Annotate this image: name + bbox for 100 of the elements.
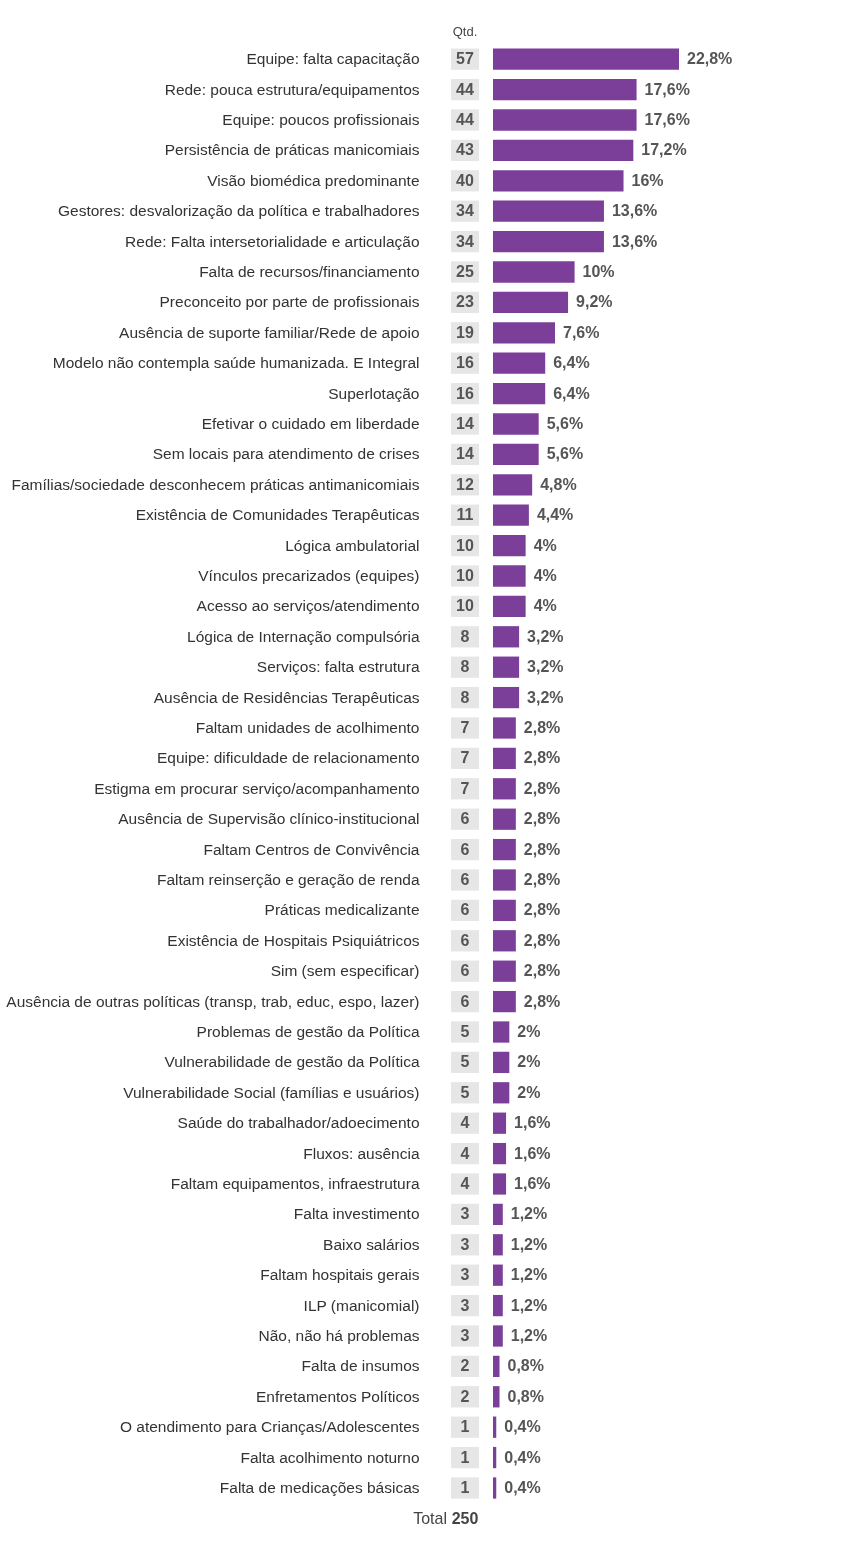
- y-tick-label: Práticas medicalizante: [264, 901, 420, 919]
- data-label: 5,6%: [546, 415, 584, 432]
- y-tick-label: Equipe: poucos profissionais: [222, 111, 420, 128]
- text: 6: [460, 810, 470, 828]
- y-tick-label: Ausência de Supervisão clínico-institucional: [118, 810, 420, 828]
- text: 3: [460, 1266, 470, 1284]
- text: 43: [456, 141, 474, 159]
- data-label: 2%: [517, 1083, 541, 1101]
- data-label: 1,2%: [510, 1205, 548, 1223]
- bar: [493, 869, 516, 891]
- bar: [493, 990, 516, 1013]
- data-label: 1,6%: [514, 1144, 551, 1162]
- bar: [493, 1051, 510, 1074]
- y-tick-label: Gestores: desvalorização da política e trabalhadores: [57, 202, 420, 220]
- text: 11: [456, 506, 474, 524]
- y-tick-label: Preconceito por parte de profissionais: [159, 293, 420, 311]
- y-tick-label: O atendimento para Crianças/Adolescentes: [119, 1418, 420, 1436]
- bar: [493, 838, 516, 861]
- data-label: 4%: [533, 536, 557, 554]
- text: 10: [456, 597, 474, 615]
- bar: [493, 504, 529, 526]
- data-label: 10%: [582, 263, 615, 280]
- data-label: 9,2%: [576, 293, 613, 311]
- y-tick-label: Ausência de Residências Terapêuticas: [153, 688, 420, 706]
- data-label: 2,8%: [523, 718, 561, 736]
- text: 7: [460, 718, 470, 736]
- data-label: 2,8%: [523, 931, 561, 949]
- data-label: 0,8%: [507, 1387, 544, 1405]
- text: 6: [460, 992, 470, 1010]
- text: 250: [451, 1510, 479, 1528]
- text: 14: [456, 445, 474, 463]
- y-tick-label: Vulnerabilidade Social (famílias e usuários): [123, 1083, 420, 1101]
- bar: [493, 1294, 503, 1317]
- y-tick-label: Falta de medicações básicas: [219, 1478, 420, 1496]
- data-label: 17,6%: [644, 111, 690, 128]
- text: 5: [460, 1083, 470, 1101]
- text: 1: [460, 1448, 470, 1466]
- y-tick-label: Vínculos precarizados (equipes): [198, 567, 420, 584]
- y-tick-label: Ausência de suporte familiar/Rede de apoio: [119, 323, 420, 341]
- data-label: 5,6%: [546, 445, 584, 463]
- text: 3: [460, 1205, 470, 1223]
- y-tick-label: Enfretamentos Políticos: [255, 1387, 420, 1405]
- y-tick-label: Falta investimento: [293, 1205, 420, 1223]
- bar: [493, 1142, 507, 1165]
- bar: [493, 808, 516, 830]
- bar: [493, 534, 526, 557]
- bar: [493, 1082, 510, 1104]
- data-label: 0,4%: [504, 1418, 541, 1436]
- bar: [493, 413, 539, 435]
- data-label: 17,2%: [641, 141, 687, 159]
- text: 4: [460, 1174, 470, 1192]
- data-label: 2,8%: [523, 901, 561, 919]
- bar: [493, 1203, 503, 1226]
- bar: [493, 1234, 503, 1256]
- y-tick-label: Visão biomédica predominante: [207, 171, 420, 189]
- bar: [493, 200, 604, 222]
- bar: [493, 352, 546, 374]
- data-label: 2,8%: [523, 992, 561, 1010]
- y-tick-label: Faltam equipamentos, infraestrutura: [170, 1174, 420, 1192]
- data-label: 4%: [533, 567, 557, 584]
- text: 44: [456, 80, 474, 98]
- text: Qtd.: [452, 24, 478, 39]
- bar: [493, 291, 569, 314]
- bar: [493, 717, 516, 739]
- y-tick-label: Faltam Centros de Convivência: [203, 840, 420, 858]
- data-label: 6,4%: [553, 354, 590, 372]
- text: 34: [456, 232, 474, 250]
- bar: [493, 1264, 503, 1286]
- text: 2: [460, 1357, 470, 1375]
- bar: [493, 778, 516, 800]
- text: 6: [460, 962, 470, 980]
- data-label: 6,4%: [553, 384, 590, 402]
- y-tick-label: Persistência de práticas manicomiais: [164, 141, 420, 159]
- text: 2: [460, 1387, 470, 1405]
- data-label: 2%: [517, 1053, 541, 1071]
- y-tick-label: Superlotação: [328, 384, 420, 402]
- data-label: 16%: [631, 171, 664, 189]
- bar: [493, 170, 624, 192]
- y-tick-label: Modelo não contempla saúde humanizada. E Integral: [52, 354, 420, 372]
- y-tick-label: Rede: pouca estrutura/equipamentos: [164, 80, 420, 98]
- data-label: 3,2%: [527, 627, 564, 645]
- data-label: 3,2%: [527, 658, 564, 676]
- bar: [493, 686, 520, 709]
- y-tick-label: Falta acolhimento noturno: [240, 1448, 420, 1466]
- bar: [493, 322, 555, 344]
- text: 5: [460, 1022, 470, 1040]
- y-tick-label: Estigma em procurar serviço/acompanhamento: [94, 779, 420, 797]
- y-tick-label: Lógica ambulatorial: [285, 536, 420, 554]
- bar: [493, 1325, 503, 1347]
- bar: [493, 1112, 507, 1134]
- text: 3: [460, 1235, 470, 1253]
- text: 4: [460, 1144, 470, 1162]
- text: 7: [460, 779, 470, 797]
- y-tick-label: Ausência de outras políticas (transp, trab, educ, espo, lazer): [6, 992, 420, 1010]
- bar: [493, 1446, 497, 1469]
- data-label: 4,8%: [540, 475, 577, 493]
- text: 12: [456, 475, 474, 493]
- text: 16: [456, 354, 474, 372]
- text: 10: [456, 567, 474, 584]
- text: 7: [460, 749, 470, 767]
